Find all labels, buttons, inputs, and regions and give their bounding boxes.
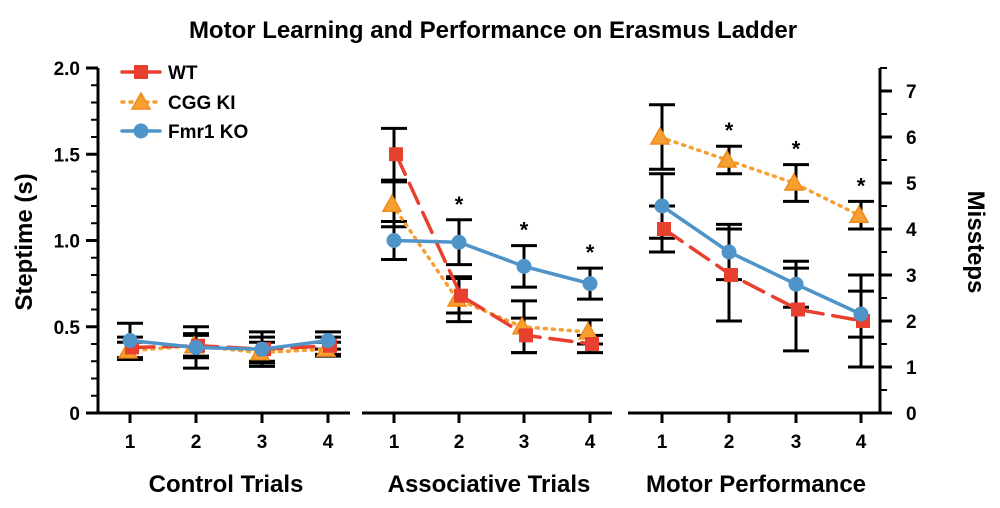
data-point-cgg-ki [783, 172, 805, 191]
series-line-wt [662, 227, 865, 323]
x-tick-label: 1 [389, 432, 400, 453]
data-point-cgg-ki [577, 321, 599, 340]
x-tick-label: 3 [257, 432, 268, 453]
y-right-tick-label: 2 [906, 312, 917, 333]
y-right-tick-label: 5 [906, 174, 917, 195]
x-tick-label: 3 [791, 432, 802, 453]
y-right-tick-label: 7 [906, 82, 917, 103]
y-right-tick-label: 6 [906, 128, 917, 149]
significance-star: * [455, 192, 464, 217]
data-point-wt [585, 337, 599, 351]
y-left-tick-label: 1.0 [54, 232, 80, 253]
x-tick-label: 4 [856, 432, 867, 453]
data-point-wt [519, 328, 533, 343]
series-line-fmr1-ko [660, 204, 863, 316]
series-line-cgg-ki [658, 135, 861, 217]
data-point-fmr1-ko [788, 276, 804, 292]
y-right-tick-label: 4 [906, 220, 917, 241]
significance-star: * [520, 218, 529, 243]
plot-group: * * * * * * [117, 103, 874, 370]
axes-group: 0 0.5 1.0 1.5 2.0 0 1 2 3 4 5 6 7 1 2 3 4 Control Trials 1… [54, 59, 917, 498]
data-point-fmr1-ko [582, 276, 598, 292]
y-left-tick-label: 1.5 [54, 145, 81, 166]
legend-label: Fmr1 KO [168, 122, 248, 143]
series-line-fmr1-ko [392, 238, 592, 286]
data-point-fmr1-ko [386, 233, 402, 248]
x-tick-label: 1 [125, 432, 136, 453]
series-line-wt [394, 152, 594, 346]
panel-title: Associative Trials [388, 471, 591, 498]
panel-title: Motor Performance [646, 471, 866, 498]
data-point-fmr1-ko [188, 339, 204, 355]
x-tick-label: 1 [657, 432, 668, 453]
data-point-wt [724, 268, 738, 282]
data-point-cgg-ki [716, 149, 738, 168]
x-tick-label: 4 [323, 432, 334, 453]
panel-title: Control Trials [149, 471, 304, 498]
x-tick-label: 2 [454, 432, 465, 453]
data-point-cgg-ki [649, 126, 671, 145]
legend-label: CGG KI [168, 93, 236, 114]
significance-star: * [725, 118, 734, 143]
data-point-fmr1-ko [721, 244, 737, 260]
y-right-tick-label: 0 [906, 404, 917, 425]
y-right-tick-label: 1 [906, 358, 917, 379]
data-point-wt [389, 147, 403, 162]
y-left-tick-label: 0.5 [54, 318, 81, 339]
data-point-cgg-ki [848, 204, 870, 223]
y-left-tick-label: 2.0 [54, 59, 80, 80]
legend-marker [134, 65, 148, 79]
x-tick-label: 3 [519, 432, 530, 453]
significance-star: * [586, 240, 595, 265]
y-left-tick-label: 0 [69, 404, 80, 425]
data-point-fmr1-ko [320, 333, 336, 349]
data-point-fmr1-ko [451, 234, 467, 250]
legend-marker [130, 91, 152, 110]
y-axis-label-left: Steptime (s) [11, 173, 38, 310]
y-right-tick-label: 3 [906, 266, 917, 287]
data-point-fmr1-ko [122, 333, 138, 349]
series-line-fmr1-ko [128, 338, 330, 351]
x-tick-label: 4 [585, 432, 596, 453]
data-point-fmr1-ko [254, 341, 270, 357]
significance-star: * [857, 173, 866, 198]
significance-star: * [792, 137, 801, 162]
series-line-cgg-ki [390, 202, 590, 334]
x-tick-label: 2 [724, 432, 735, 453]
legend-label: WT [168, 63, 198, 84]
y-axis-label-right: Missteps [962, 191, 989, 294]
data-point-fmr1-ko [516, 258, 532, 274]
data-point-wt [791, 302, 805, 317]
data-point-wt [657, 222, 671, 236]
data-point-wt [454, 288, 468, 303]
legend: WT CGG KI Fmr1 KO [120, 63, 248, 143]
chart-title: Motor Learning and Performance on Erasmu… [189, 17, 797, 44]
data-point-fmr1-ko [654, 198, 670, 214]
data-point-cgg-ki [381, 193, 403, 213]
legend-marker [133, 123, 149, 139]
x-tick-label: 2 [191, 432, 202, 453]
data-point-fmr1-ko [853, 306, 869, 322]
